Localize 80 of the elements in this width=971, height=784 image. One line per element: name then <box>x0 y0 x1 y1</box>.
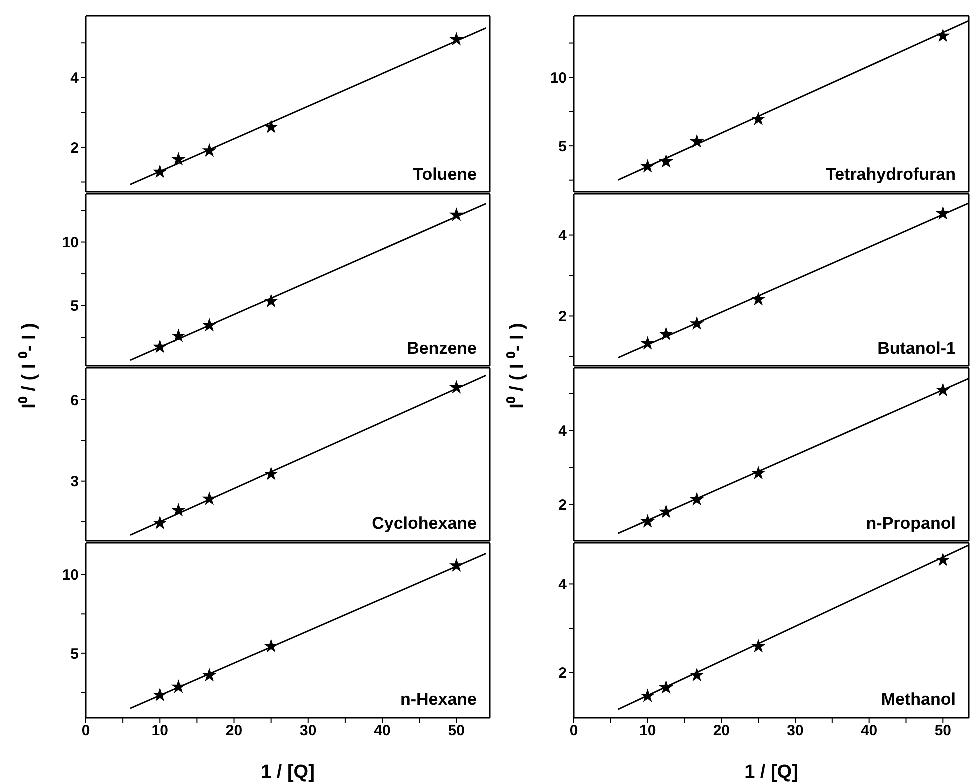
point <box>202 492 217 506</box>
y-axis-title: I⁰ / ( I ⁰- I ) <box>18 323 41 409</box>
y-tick-label: 2 <box>558 665 567 682</box>
point <box>152 516 168 530</box>
point <box>659 504 674 518</box>
annotation: Benzene <box>407 339 477 359</box>
y-tick-label: 4 <box>558 228 568 245</box>
x-axis-title: 1 / [Q] <box>744 762 798 783</box>
point <box>640 514 656 528</box>
point <box>171 680 186 694</box>
point <box>659 680 674 694</box>
point <box>152 688 168 702</box>
x-tick-label: 50 <box>934 722 952 740</box>
point <box>171 152 186 166</box>
point <box>171 328 186 342</box>
annotation: Tetrahydrofuran <box>826 165 956 185</box>
point <box>264 466 278 480</box>
point <box>659 326 674 341</box>
y-tick-label: 4 <box>558 576 568 594</box>
y-tick-label: 10 <box>62 234 79 252</box>
point <box>936 28 950 42</box>
y-tick-label: 2 <box>558 308 567 326</box>
x-tick-label: 0 <box>570 722 578 740</box>
y-tick-label: 3 <box>70 474 79 491</box>
x-axis-title: 1 / [Q] <box>261 762 315 783</box>
point <box>449 208 464 222</box>
y-tick-label: 4 <box>70 70 80 88</box>
point <box>202 143 217 158</box>
point <box>449 32 464 46</box>
point <box>264 638 278 653</box>
x-tick-label: 30 <box>787 722 804 740</box>
point <box>690 134 704 148</box>
point <box>152 164 168 178</box>
y-axis-title: I⁰ / ( I ⁰- I ) <box>506 323 529 409</box>
point <box>264 120 278 134</box>
point <box>751 112 766 126</box>
x-tick-label: 50 <box>448 722 465 740</box>
x-tick-label: 20 <box>713 722 730 740</box>
annotation: Butanol-1 <box>878 339 956 359</box>
x-tick-label: 10 <box>152 722 168 740</box>
point <box>751 639 766 653</box>
point <box>751 466 766 480</box>
y-tick-label: 10 <box>550 70 567 87</box>
y-tick-label: 2 <box>558 496 567 514</box>
point <box>936 552 950 566</box>
point <box>690 492 704 506</box>
y-tick-label: 5 <box>558 138 567 156</box>
point <box>171 503 186 517</box>
x-tick-label: 30 <box>300 722 317 740</box>
y-tick-label: 6 <box>70 392 79 410</box>
x-tick-label: 10 <box>639 722 656 740</box>
annotation: Cyclohexane <box>372 514 477 534</box>
annotation: n-Propanol <box>866 514 956 534</box>
point <box>202 668 217 682</box>
point <box>152 340 168 354</box>
annotation: n-Hexane <box>400 690 477 710</box>
point <box>264 294 278 308</box>
y-tick-label: 10 <box>62 567 79 584</box>
point <box>640 688 656 702</box>
y-tick-label: 4 <box>558 423 568 440</box>
point <box>640 159 656 173</box>
y-tick-label: 5 <box>70 646 79 663</box>
point <box>690 316 704 330</box>
point <box>202 318 217 332</box>
x-tick-label: 40 <box>860 722 878 740</box>
point <box>936 206 950 220</box>
point <box>449 380 464 394</box>
y-tick-label: 2 <box>70 140 79 157</box>
annotation: Methanol <box>881 690 956 710</box>
point <box>449 558 464 572</box>
annotation: Toluene <box>413 165 477 185</box>
point <box>659 154 674 168</box>
y-tick-label: 5 <box>70 298 79 316</box>
point <box>751 292 766 306</box>
point <box>690 668 704 682</box>
x-tick-label: 40 <box>374 722 391 740</box>
point <box>936 382 950 397</box>
x-tick-label: 20 <box>226 722 243 740</box>
point <box>640 336 656 350</box>
x-tick-label: 0 <box>82 722 90 740</box>
